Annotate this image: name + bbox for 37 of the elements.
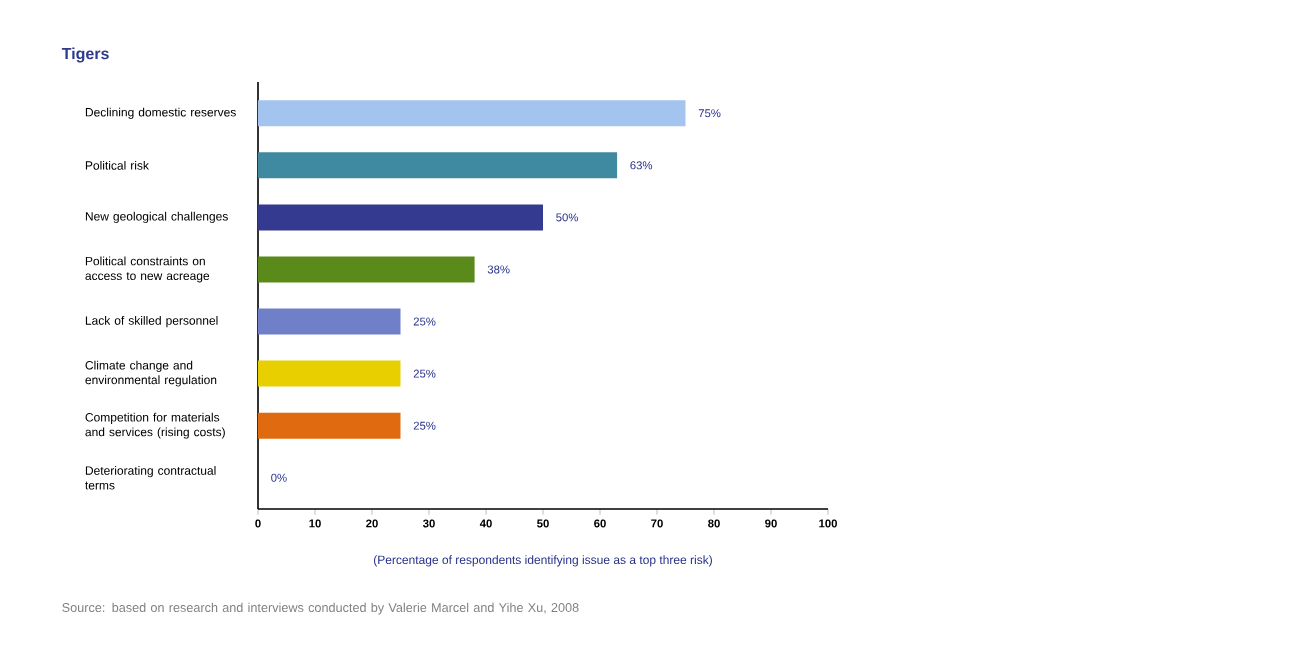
x-tick-label: 20	[366, 519, 378, 528]
bar	[258, 204, 544, 231]
x-tick-label: 70	[651, 519, 663, 528]
data-label: 0%	[271, 473, 287, 482]
x-tick-label: 80	[708, 519, 720, 528]
y-tick-label: Political risk	[85, 160, 149, 170]
x-tick-label: 40	[479, 519, 492, 528]
data-label: 38%	[487, 265, 510, 274]
source-note: Source: based on research and interviews conducted by Valerie Marcel and Yihe Xu, 2008	[62, 602, 579, 615]
y-tick-label: Political constraints on access to new acreage	[85, 256, 210, 283]
y-tick-label: Climate change and environmental regulation	[85, 360, 217, 387]
data-label: 63%	[630, 161, 653, 170]
x-axis-title: (Percentage of respondents identifying issue as a top three risk)	[374, 555, 712, 567]
bar	[258, 100, 686, 127]
data-label: 25%	[413, 317, 436, 326]
data-label: 25%	[413, 421, 436, 430]
y-tick-label: Lack of skilled personnel	[85, 315, 218, 328]
y-tick-label: Deteriorating contractual terms	[85, 466, 216, 490]
bar	[258, 152, 618, 179]
bar	[258, 256, 475, 283]
bar	[258, 360, 401, 387]
y-tick-label: Declining domestic reserves	[85, 107, 236, 119]
text: Tigers	[61, 47, 109, 63]
x-tick-label: 60	[594, 519, 606, 528]
x-tick-label: 10	[309, 519, 321, 528]
bar	[258, 412, 401, 439]
data-label: 25%	[413, 369, 436, 378]
y-tick-label: Competition for materials and services (rising costs)	[85, 412, 225, 439]
x-tick-label: 50	[537, 519, 549, 528]
data-label: 75%	[698, 109, 721, 118]
bar	[258, 308, 401, 335]
x-tick-label: 0	[255, 519, 261, 528]
x-tick-label: 30	[422, 519, 435, 528]
x-tick-label: 100	[819, 519, 837, 528]
x-tick-label: 90	[765, 519, 777, 528]
data-label: 50%	[556, 213, 578, 222]
y-tick-label: New geological challenges	[85, 211, 228, 223]
